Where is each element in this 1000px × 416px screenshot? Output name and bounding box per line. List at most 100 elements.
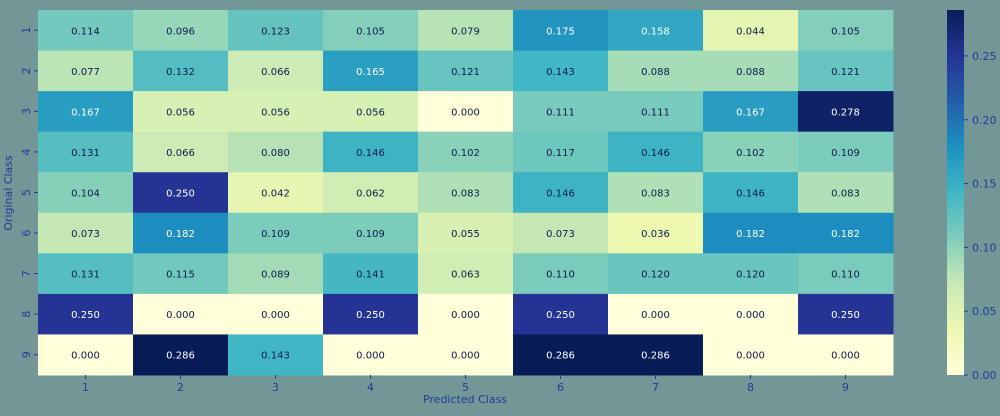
heatmap-cell-r4-c4 <box>323 131 419 173</box>
cell-value-label-r9-c1: 0.000 <box>71 351 100 362</box>
heatmap-cell-r7-c9 <box>798 253 894 295</box>
x-tick-label-8: 8 <box>747 381 754 394</box>
heatmap-cell-r4-c3 <box>228 131 324 173</box>
heatmap-cell-r6-c3 <box>228 212 324 254</box>
heatmap-cell-r5-c7 <box>608 172 704 214</box>
heatmap-cell-r6-c2 <box>133 212 229 254</box>
cell-value-label-r4-c7: 0.146 <box>641 148 670 159</box>
heatmap-cell-r7-c7 <box>608 253 704 295</box>
cell-value-label-r9-c8: 0.000 <box>736 351 765 362</box>
heatmap-cell-r1-c3 <box>228 10 324 52</box>
cell-value-label-r7-c6: 0.110 <box>546 270 575 281</box>
heatmap-cell-r8-c9 <box>798 293 894 335</box>
cell-value-label-r5-c8: 0.146 <box>736 189 765 200</box>
heatmap-cell-r6-c6 <box>513 212 609 254</box>
cell-value-label-r2-c2: 0.132 <box>166 67 195 78</box>
cell-value-label-r1-c8: 0.044 <box>736 26 765 37</box>
heatmap-cell-r3-c1 <box>38 91 134 133</box>
cell-value-label-r5-c4: 0.062 <box>356 189 385 200</box>
cell-value-label-r2-c9: 0.121 <box>831 67 860 78</box>
heatmap-cell-r5-c6 <box>513 172 609 214</box>
x-tick-label-7: 7 <box>652 381 659 394</box>
y-tick-label-5: 5 <box>20 189 33 196</box>
heatmap-cell-r5-c9 <box>798 172 894 214</box>
cell-value-label-r7-c4: 0.141 <box>356 270 385 281</box>
heatmap-cell-r6-c7 <box>608 212 704 254</box>
cell-value-label-r1-c3: 0.123 <box>261 26 290 37</box>
cell-value-label-r7-c7: 0.120 <box>641 270 670 281</box>
y-tick-label-6: 6 <box>20 230 33 237</box>
heatmap-cell-r8-c7 <box>608 293 704 335</box>
heatmap-cell-r1-c4 <box>323 10 419 52</box>
heatmap-cell-r9-c8 <box>703 334 799 376</box>
heatmap-cell-r9-c6 <box>513 334 609 376</box>
cell-value-label-r6-c7: 0.036 <box>641 229 670 240</box>
cell-value-label-r3-c4: 0.056 <box>356 107 385 118</box>
heatmap-cell-r9-c4 <box>323 334 419 376</box>
heatmap-cell-r3-c3 <box>228 91 324 133</box>
cell-value-label-r6-c1: 0.073 <box>71 229 100 240</box>
y-axis-title: Original Class <box>2 155 15 231</box>
heatmap-cell-r6-c5 <box>418 212 514 254</box>
heatmap-cell-r7-c2 <box>133 253 229 295</box>
cell-value-label-r3-c5: 0.000 <box>451 107 480 118</box>
cell-value-label-r1-c1: 0.114 <box>71 26 100 37</box>
heatmap-cell-r2-c2 <box>133 50 229 92</box>
heatmap-cell-r1-c1 <box>38 10 134 52</box>
cell-value-label-r1-c2: 0.096 <box>166 26 195 37</box>
heatmap-cell-r7-c4 <box>323 253 419 295</box>
cell-value-label-r2-c8: 0.088 <box>736 67 765 78</box>
heatmap-cell-r2-c1 <box>38 50 134 92</box>
cell-value-label-r6-c6: 0.073 <box>546 229 575 240</box>
heatmap-cell-r9-c2 <box>133 334 229 376</box>
heatmap-cell-r3-c9 <box>798 91 894 133</box>
cell-value-label-r4-c2: 0.066 <box>166 148 195 159</box>
colorbar: 0.00 0.05 0.10 0.15 0.20 0.25 <box>947 10 997 382</box>
cell-value-label-r9-c6: 0.286 <box>546 351 575 362</box>
cell-value-label-r4-c5: 0.102 <box>451 148 480 159</box>
y-tick-label-7: 7 <box>20 270 33 277</box>
heatmap-cell-r3-c4 <box>323 91 419 133</box>
heatmap-cell-r7-c3 <box>228 253 324 295</box>
cell-value-label-r5-c2: 0.250 <box>166 189 195 200</box>
cell-value-label-r8-c5: 0.000 <box>451 310 480 321</box>
heatmap-cell-r2-c3 <box>228 50 324 92</box>
heatmap-cell-r5-c8 <box>703 172 799 214</box>
cell-value-label-r6-c9: 0.182 <box>831 229 860 240</box>
cell-value-label-r2-c4: 0.165 <box>356 67 385 78</box>
heatmap-cell-r3-c6 <box>513 91 609 133</box>
cell-value-label-r9-c5: 0.000 <box>451 351 480 362</box>
cell-value-label-r8-c9: 0.250 <box>831 310 860 321</box>
heatmap-cell-r4-c9 <box>798 131 894 173</box>
colorbar-tick-label-0.25: 0.25 <box>972 50 997 63</box>
x-axis-title: Predicted Class <box>423 393 507 406</box>
cell-value-label-r9-c4: 0.000 <box>356 351 385 362</box>
x-tick-label-6: 6 <box>557 381 564 394</box>
y-tick-label-2: 2 <box>20 67 33 74</box>
cell-value-label-r1-c9: 0.105 <box>831 26 860 37</box>
y-tick-label-3: 3 <box>20 108 33 115</box>
cell-value-label-r6-c3: 0.109 <box>261 229 290 240</box>
cell-value-label-r6-c8: 0.182 <box>736 229 765 240</box>
heatmap-annotations: 0.114 0.096 0.123 0.105 0.079 0.175 0.158 0.044… <box>71 26 860 361</box>
heatmap-cell-r6-c8 <box>703 212 799 254</box>
cell-value-label-r8-c2: 0.000 <box>166 310 195 321</box>
cell-value-label-r3-c3: 0.056 <box>261 107 290 118</box>
colorbar-tick-label-0.10: 0.10 <box>972 241 997 254</box>
cell-value-label-r1-c7: 0.158 <box>641 26 670 37</box>
cell-value-label-r6-c2: 0.182 <box>166 229 195 240</box>
heatmap-cell-r9-c1 <box>38 334 134 376</box>
heatmap-cell-r8-c8 <box>703 293 799 335</box>
cell-value-label-r7-c3: 0.089 <box>261 270 290 281</box>
cell-value-label-r6-c4: 0.109 <box>356 229 385 240</box>
cell-value-label-r4-c8: 0.102 <box>736 148 765 159</box>
cell-value-label-r7-c1: 0.131 <box>71 270 100 281</box>
cell-value-label-r7-c5: 0.063 <box>451 270 480 281</box>
heatmap-cell-r7-c8 <box>703 253 799 295</box>
cell-value-label-r3-c9: 0.278 <box>831 107 860 118</box>
cell-value-label-r9-c9: 0.000 <box>831 351 860 362</box>
heatmap-cell-r6-c4 <box>323 212 419 254</box>
x-tick-label-9: 9 <box>842 381 849 394</box>
heatmap-cell-r9-c5 <box>418 334 514 376</box>
